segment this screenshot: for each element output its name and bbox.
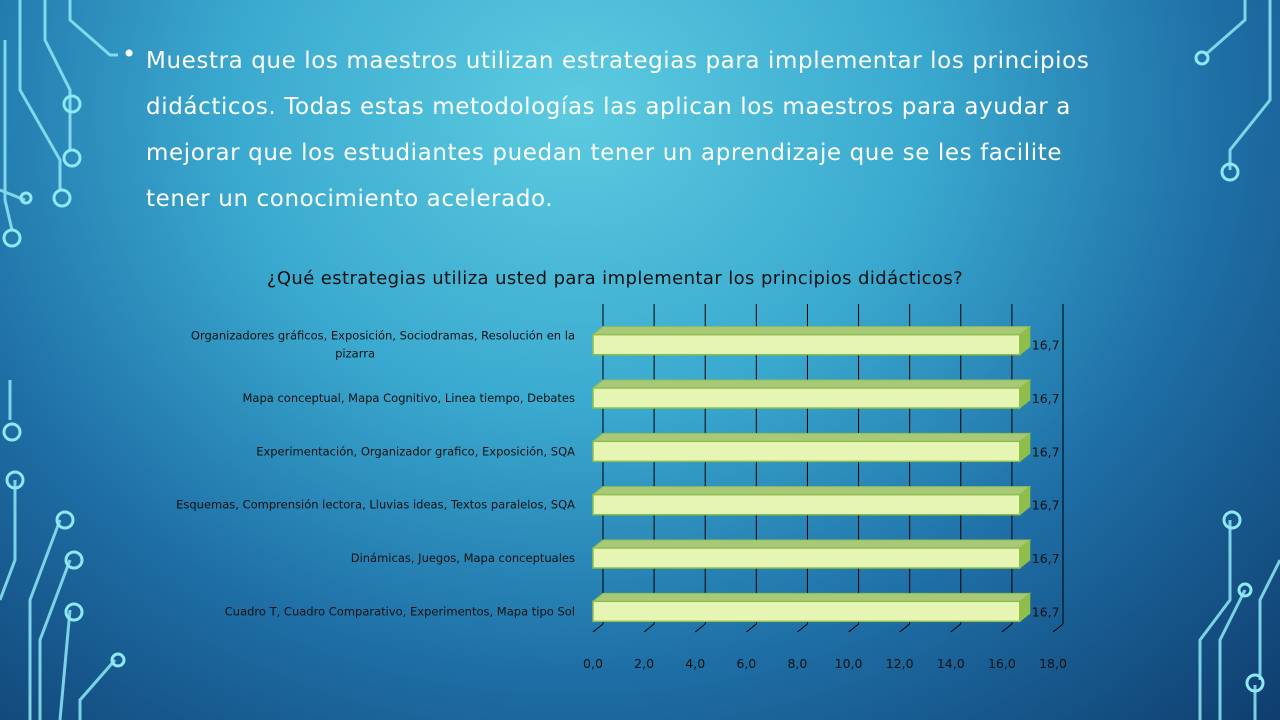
category-label: Organizadores gráficos, Exposición, Soci…: [191, 329, 575, 361]
category-label: Experimentación, Organizador grafico, Ex…: [256, 444, 575, 458]
bar-top-face: [591, 432, 1032, 442]
bar-value-label: 16,7: [1032, 498, 1060, 513]
bullet-line-4: tener un conocimiento acelerado.: [146, 186, 554, 212]
bar: [592, 493, 1021, 516]
bullet-dot: •: [122, 40, 137, 68]
category-label: Mapa conceptual, Mapa Cognitivo, Linea t…: [243, 391, 576, 405]
bullet-line-3: mejorar que los estudiantes puedan tener…: [146, 140, 1063, 166]
floor-line: [797, 623, 808, 633]
floor-line: [592, 623, 604, 633]
category-label-line: Esquemas, Comprensión lectora, Lluvias i…: [176, 498, 575, 512]
x-tick-label: 4,0: [685, 656, 705, 671]
floor-line: [643, 623, 655, 633]
floor-line: [1052, 623, 1064, 633]
x-tick-label: 2,0: [634, 656, 654, 671]
x-tick-label: 0,0: [583, 656, 603, 671]
floor-line: [1001, 623, 1013, 633]
bar-value-label: 16,7: [1032, 604, 1060, 619]
category-label: Esquemas, Comprensión lectora, Lluvias i…: [176, 498, 575, 512]
x-tick-label: 14,0: [937, 656, 965, 671]
category-label-line: pizarra: [335, 347, 375, 361]
x-tick-label: 16,0: [988, 656, 1016, 671]
bar: [592, 387, 1021, 409]
bullet-line-2: didácticos. Todas estas metodologías las…: [146, 94, 1071, 120]
category-label-line: Dinámicas, Juegos, Mapa conceptuales: [351, 551, 575, 565]
floor-line: [746, 623, 757, 633]
chart-title: ¿Qué estrategias utiliza usted para impl…: [266, 268, 964, 289]
x-tick-label: 8,0: [787, 656, 807, 671]
bar: [592, 440, 1021, 463]
category-label-line: Organizadores gráficos, Exposición, Soci…: [191, 329, 575, 343]
bar-top-face: [591, 592, 1032, 602]
bar-top-face: [591, 326, 1032, 336]
bar-value-label: 16,7: [1032, 391, 1060, 406]
bar: [592, 547, 1021, 569]
floor-line: [848, 623, 859, 633]
floor-line: [899, 623, 910, 633]
bar-top-face: [591, 379, 1032, 389]
category-label: Dinámicas, Juegos, Mapa conceptuales: [351, 551, 575, 565]
category-label: Cuadro T, Cuadro Comparativo, Experiment…: [225, 604, 575, 618]
bar-value-label: 16,7: [1032, 551, 1060, 566]
category-label-line: Cuadro T, Cuadro Comparativo, Experiment…: [225, 604, 575, 618]
bullet-line-1: Muestra que los maestros utilizan estrat…: [146, 48, 1090, 74]
bar: [592, 600, 1021, 623]
bar-top-face: [591, 539, 1032, 549]
x-tick-label: 12,0: [886, 656, 914, 671]
bar-top-face: [591, 486, 1032, 496]
x-tick-label: 10,0: [835, 656, 863, 671]
category-label-line: Experimentación, Organizador grafico, Ex…: [256, 444, 575, 458]
bullet-paragraph: Muestra que los maestros utilizan estrat…: [118, 38, 1148, 222]
x-tick-label: 18,0: [1039, 656, 1067, 671]
category-label-line: Mapa conceptual, Mapa Cognitivo, Linea t…: [243, 391, 576, 405]
x-tick-label: 6,0: [736, 656, 756, 671]
bar-value-label: 16,7: [1032, 338, 1060, 353]
bar: [592, 333, 1021, 356]
bar-value-label: 16,7: [1032, 444, 1060, 459]
floor-line: [694, 623, 706, 633]
floor-line: [950, 623, 962, 633]
